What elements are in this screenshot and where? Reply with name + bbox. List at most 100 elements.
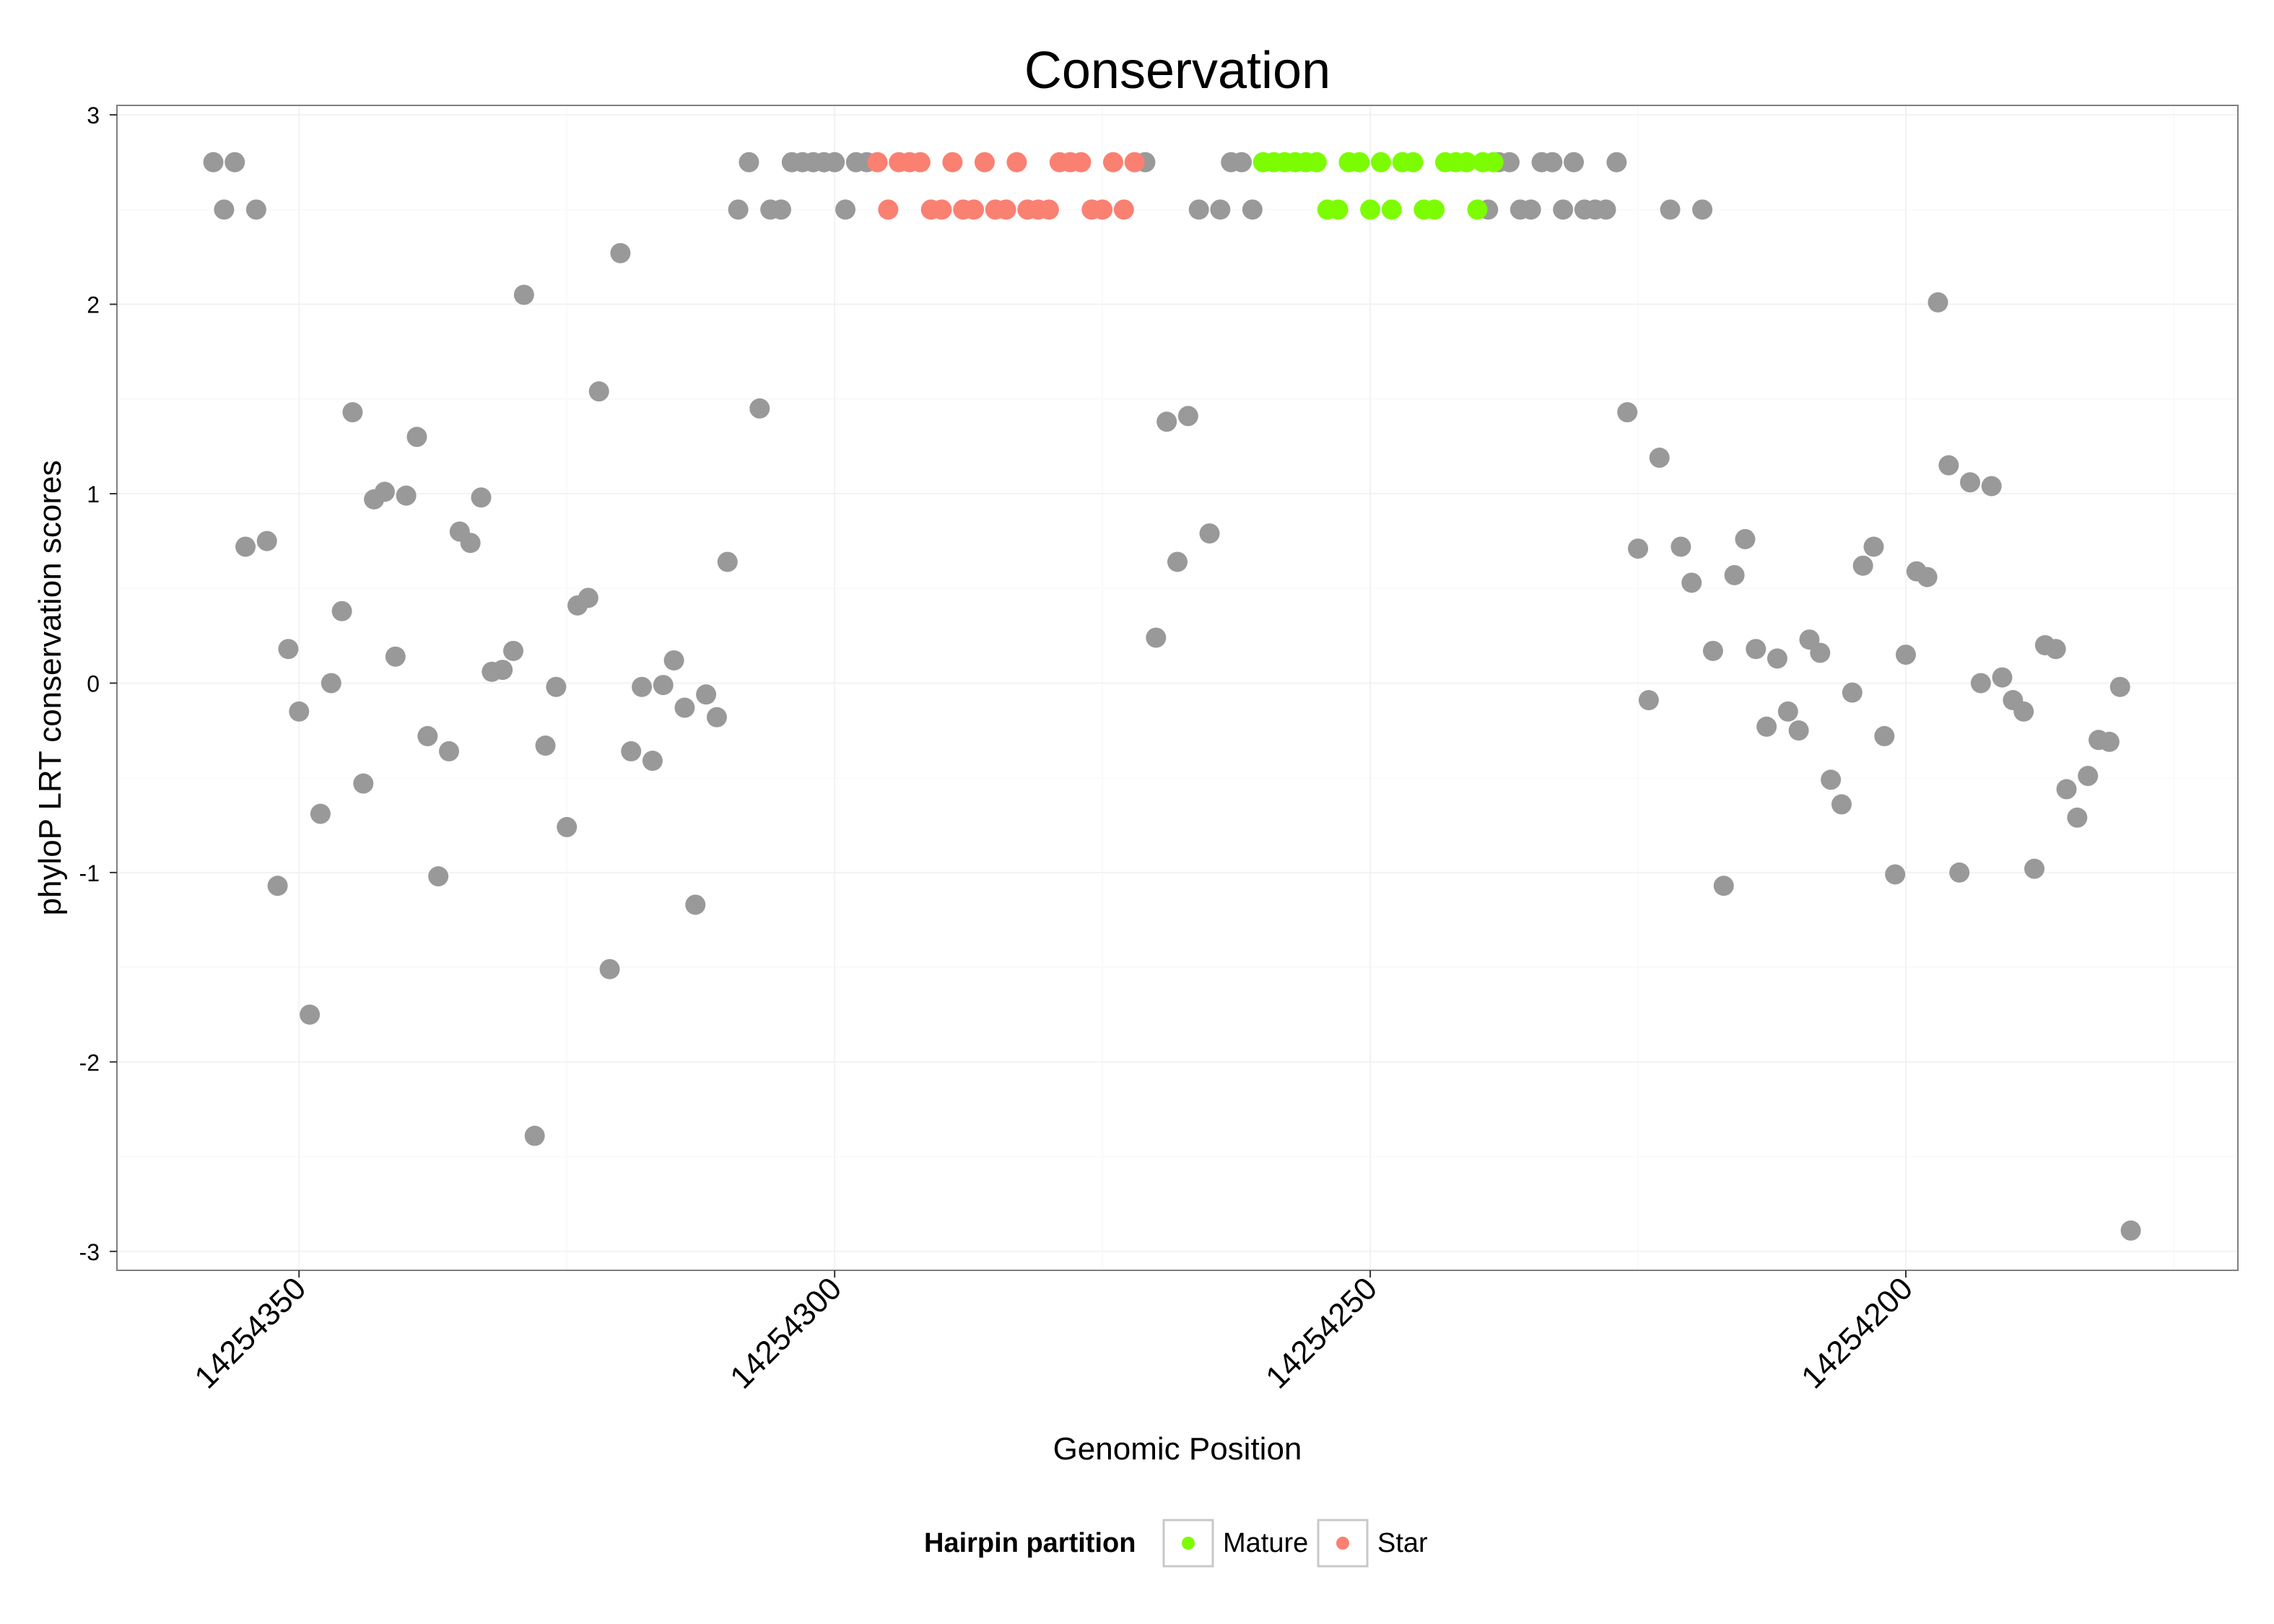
- data-point-other: [503, 640, 524, 661]
- data-point-other: [2120, 1220, 2141, 1241]
- legend-label-star: Star: [1377, 1528, 1428, 1558]
- data-point-other: [256, 531, 277, 551]
- data-point-mature: [1328, 199, 1349, 220]
- data-point-star: [931, 199, 952, 220]
- data-point-other: [300, 1004, 321, 1025]
- data-point-other: [1821, 769, 1842, 790]
- data-point-other: [1756, 716, 1777, 737]
- data-point-other: [460, 533, 481, 554]
- data-point-other: [1949, 862, 1970, 883]
- data-point-other: [674, 697, 695, 718]
- data-point-other: [235, 536, 256, 557]
- data-point-other: [1960, 472, 1981, 493]
- data-point-other: [289, 701, 310, 722]
- data-point-other: [1177, 406, 1198, 427]
- data-point-other: [1777, 701, 1798, 722]
- data-point-other: [663, 650, 684, 671]
- grid-layer: [117, 105, 2238, 1270]
- data-point-other: [1863, 536, 1884, 557]
- data-point-other: [417, 725, 438, 746]
- data-point-other: [749, 398, 770, 419]
- data-point-other: [2099, 731, 2120, 752]
- data-point-other: [1553, 199, 1574, 220]
- y-tick-label: 2: [87, 292, 100, 318]
- data-point-mature: [1349, 152, 1370, 173]
- data-point-other: [1542, 152, 1563, 173]
- data-point-mature: [1370, 152, 1391, 173]
- data-point-mature: [1483, 152, 1504, 173]
- data-point-other: [245, 199, 266, 220]
- data-point-star: [1124, 152, 1145, 173]
- data-point-other: [1638, 690, 1659, 711]
- data-point-other: [706, 707, 727, 728]
- data-point-other: [535, 735, 556, 756]
- legend-key-star: [1317, 1519, 1369, 1568]
- data-point-other: [1564, 152, 1585, 173]
- data-point-other: [1927, 292, 1948, 313]
- data-point-other: [1232, 152, 1253, 173]
- data-point-other: [770, 199, 791, 220]
- data-point-mature: [1467, 199, 1488, 220]
- data-point-star: [1102, 152, 1123, 173]
- data-point-other: [267, 876, 288, 896]
- data-point-other: [1852, 555, 1873, 576]
- data-point-other: [2109, 676, 2130, 697]
- chart-title: Conservation: [1024, 42, 1330, 100]
- legend-swatch-star: [1336, 1537, 1349, 1550]
- data-point-other: [1992, 667, 2013, 688]
- data-point-other: [2045, 639, 2066, 660]
- data-point-star: [974, 152, 995, 173]
- data-point-other: [1146, 627, 1167, 648]
- data-point-other: [621, 741, 642, 761]
- legend-title: Hairpin partition: [924, 1528, 1136, 1558]
- x-axis-title: Genomic Position: [1053, 1431, 1302, 1467]
- data-point-other: [1520, 199, 1541, 220]
- data-point-other: [653, 675, 674, 696]
- data-point-other: [1660, 199, 1681, 220]
- data-point-other: [546, 676, 567, 697]
- plot-panel: [116, 105, 2239, 1271]
- data-point-other: [1156, 411, 1177, 432]
- y-axis-title: phyloP LRT conservation scores: [32, 460, 68, 915]
- data-point-other: [321, 673, 341, 694]
- data-point-other: [2013, 701, 2034, 722]
- data-point-other: [1917, 567, 1938, 588]
- data-point-other: [1788, 720, 1809, 741]
- data-point-other: [835, 199, 856, 220]
- data-point-mature: [1456, 152, 1477, 173]
- data-point-star: [878, 199, 899, 220]
- y-tick-label: 1: [87, 481, 100, 507]
- data-point-other: [438, 741, 459, 761]
- data-point-other: [1210, 199, 1231, 220]
- data-point-star: [1006, 152, 1027, 173]
- data-point-other: [1981, 476, 2002, 497]
- data-point-other: [1670, 536, 1691, 557]
- data-point-other: [588, 381, 609, 402]
- data-point-mature: [1306, 152, 1327, 173]
- data-point-other: [1199, 523, 1220, 544]
- data-point-other: [610, 243, 631, 263]
- data-point-other: [406, 427, 427, 448]
- data-point-other: [717, 551, 738, 572]
- data-point-other: [331, 601, 352, 621]
- data-point-other: [632, 676, 653, 697]
- data-point-other: [513, 284, 534, 305]
- data-point-other: [2078, 766, 2099, 787]
- x-tick-label: 14254300: [723, 1270, 848, 1395]
- data-point-other: [278, 639, 299, 660]
- data-point-other: [2056, 779, 2077, 800]
- data-point-other: [1692, 199, 1713, 220]
- data-point-other: [1767, 648, 1787, 669]
- data-point-other: [599, 959, 620, 979]
- data-point-other: [342, 402, 363, 423]
- data-point-other: [1746, 639, 1767, 660]
- data-point-other: [1896, 645, 1917, 665]
- data-point-star: [996, 199, 1016, 220]
- data-point-other: [1499, 152, 1520, 173]
- x-tick-label: 14254250: [1259, 1270, 1384, 1395]
- data-point-star: [1038, 199, 1059, 220]
- y-tick-label: -2: [79, 1049, 100, 1075]
- data-point-mature: [1403, 152, 1424, 173]
- data-point-other: [1874, 725, 1895, 746]
